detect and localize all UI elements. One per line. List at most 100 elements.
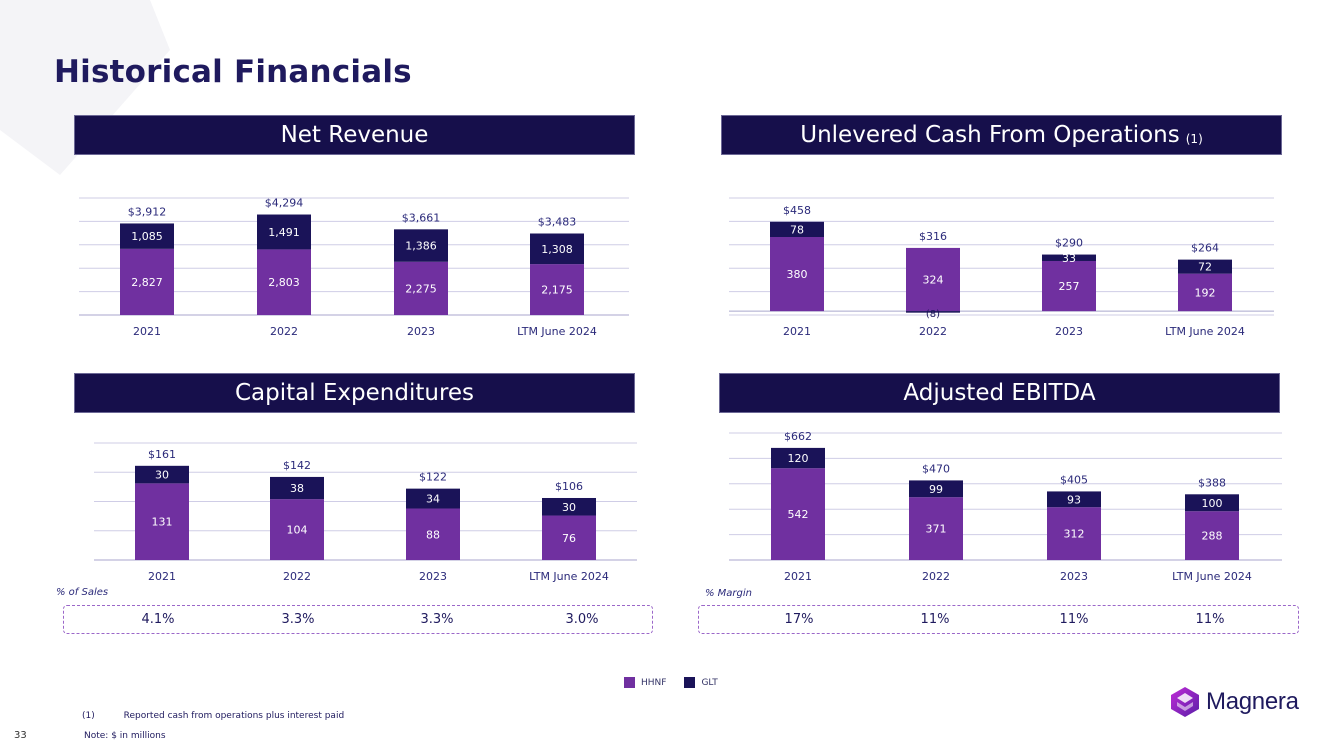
cashflow-category-label: 2023	[1055, 325, 1083, 338]
background-deco-shape	[0, 0, 170, 175]
revenue-total-label: $4,294	[265, 197, 304, 210]
revenue-total-label: $3,912	[128, 205, 167, 218]
ebitda-ratio-value: 11%	[920, 612, 950, 627]
capex-category-label: 2022	[283, 570, 311, 583]
capex-label-hhnf: 104	[287, 524, 308, 537]
capex-label-glt: 38	[290, 482, 304, 495]
cashflow-bar-glt	[1042, 254, 1096, 261]
cashflow-chart-title: Unlevered Cash From Operations (1)	[721, 115, 1282, 155]
cashflow-category-label: 2022	[919, 325, 947, 338]
ebitda-bar-hhnf	[1047, 507, 1101, 560]
ebitda-bar-glt	[771, 447, 825, 469]
revenue-category-label: 2022	[270, 325, 298, 338]
cashflow-label-glt: 78	[790, 223, 804, 236]
revenue-chart-title-text: Net Revenue	[280, 122, 429, 148]
cashflow-bar-glt	[1178, 259, 1232, 274]
ebitda-category-label: 2021	[784, 570, 812, 583]
ebitda-bar-hhnf	[909, 497, 963, 560]
capex-ratio-box: 4.1% 3.3% 3.3% 3.0%	[63, 605, 653, 634]
capex-chart: 131 30 $161 2021 104 38 $142 2022 88 34 $122 2023 76…	[94, 442, 637, 583]
ebitda-category-label: 2022	[922, 570, 950, 583]
ebitda-total-label: $388	[1198, 476, 1226, 489]
cashflow-total-label: $264	[1191, 242, 1219, 255]
capex-ratio-value: 3.0%	[565, 612, 599, 627]
revenue-bar-hhnf	[394, 261, 448, 315]
footnote-marker: (1)	[82, 711, 95, 721]
cashflow-bar-hhnf	[770, 237, 824, 312]
legend-item-hhnf: HHNF	[624, 677, 666, 688]
ebitda-label-hhnf: 288	[1202, 530, 1223, 543]
legend-swatch-glt	[684, 677, 696, 688]
units-note: Note: $ in millions	[84, 731, 166, 741]
legend-label-glt: GLT	[701, 677, 718, 688]
ebitda-chart: 542 120 $662 2021 371 99 $470 2022 312 93 $405 2023…	[729, 430, 1282, 583]
capex-category-label: LTM June 2024	[529, 570, 609, 583]
capex-chart-title-text: Capital Expenditures	[234, 380, 475, 406]
revenue-label-glt: 1,491	[268, 226, 300, 239]
cashflow-label-hhnf: 324	[923, 274, 944, 287]
capex-label-glt: 30	[562, 501, 576, 514]
capex-bar-hhnf	[542, 515, 596, 560]
cashflow-title-footnote-ref: (1)	[1185, 132, 1203, 146]
ebitda-label-glt: 99	[929, 483, 943, 496]
capex-bar-glt	[542, 497, 596, 516]
revenue-label-hhnf: 2,827	[131, 276, 163, 289]
revenue-label-hhnf: 2,175	[541, 284, 573, 297]
legend-swatch-hhnf	[624, 677, 635, 688]
revenue-bar-hhnf	[257, 249, 311, 315]
capex-total-label: $161	[148, 448, 176, 461]
ebitda-chart-title-text: Adjusted EBITDA	[903, 380, 1096, 406]
revenue-chart-title: Net Revenue	[74, 115, 635, 155]
capex-bar-hhnf	[135, 483, 189, 560]
capex-bar-hhnf	[270, 499, 324, 560]
revenue-bar-glt	[120, 223, 174, 249]
cashflow-category-label: 2021	[783, 325, 811, 338]
ebitda-total-label: $405	[1060, 473, 1088, 486]
cashflow-bar-hhnf	[906, 247, 960, 312]
revenue-bar-glt	[257, 214, 311, 250]
cashflow-bar-hhnf	[1178, 273, 1232, 312]
capex-ratio-label: % of Sales	[56, 587, 109, 598]
revenue-category-label: LTM June 2024	[517, 325, 597, 338]
cashflow-label-hhnf: 380	[787, 268, 808, 281]
ebitda-ratio-value: 17%	[784, 612, 814, 627]
capex-label-hhnf: 88	[426, 528, 440, 541]
ebitda-category-label: LTM June 2024	[1172, 570, 1252, 583]
cashflow-total-label: $458	[783, 204, 811, 217]
cashflow-bar-glt	[770, 221, 824, 237]
cashflow-label-glt: (8)	[926, 309, 940, 320]
legend-item-glt: GLT	[684, 677, 718, 688]
ebitda-label-glt: 93	[1067, 493, 1081, 506]
capex-bar-glt	[135, 465, 189, 484]
capex-category-label: 2021	[148, 570, 176, 583]
ebitda-category-label: 2023	[1060, 570, 1088, 583]
ebitda-label-hhnf: 371	[926, 523, 947, 536]
magnera-logo: Magnera	[1170, 686, 1299, 718]
ebitda-ratio-value: 11%	[1195, 612, 1225, 627]
cashflow-label-glt: 33	[1062, 252, 1076, 265]
footnote-text: Reported cash from operations plus inter…	[123, 711, 345, 721]
magnera-logo-text: Magnera	[1206, 688, 1299, 715]
ebitda-bar-hhnf	[1185, 511, 1239, 560]
ebitda-bar-glt	[1047, 491, 1101, 508]
revenue-label-hhnf: 2,803	[268, 276, 300, 289]
capex-total-label: $142	[283, 459, 311, 472]
capex-bar-hhnf	[406, 508, 460, 560]
capex-bar-glt	[270, 476, 324, 500]
revenue-label-glt: 1,386	[405, 240, 437, 253]
capex-chart-title: Capital Expenditures	[74, 373, 635, 413]
capex-label-hhnf: 131	[152, 516, 173, 529]
cashflow-label-hhnf: 257	[1059, 280, 1080, 293]
cashflow-chart: 380 78 $458 2021 324 (8) $316 2022 257 33 $290 2023…	[729, 197, 1274, 338]
revenue-label-glt: 1,308	[541, 243, 573, 256]
cashflow-total-label: $316	[919, 230, 947, 243]
revenue-total-label: $3,661	[402, 211, 441, 224]
capex-label-hhnf: 76	[562, 532, 576, 545]
ebitda-total-label: $470	[922, 462, 950, 475]
revenue-total-label: $3,483	[538, 215, 577, 228]
capex-category-label: 2023	[419, 570, 447, 583]
ebitda-label-glt: 120	[788, 452, 809, 465]
revenue-bar-hhnf	[530, 264, 584, 315]
ebitda-label-hhnf: 312	[1064, 528, 1085, 541]
ebitda-bar-glt	[909, 480, 963, 498]
